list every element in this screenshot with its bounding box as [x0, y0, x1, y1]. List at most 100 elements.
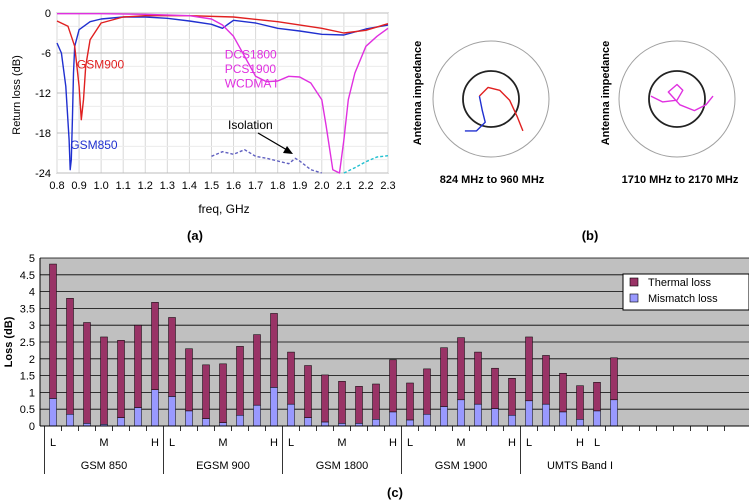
thermal-loss-bar	[49, 263, 57, 399]
return-loss-xlabel: freq, GHz	[198, 202, 249, 216]
position-label: H	[270, 437, 278, 449]
return-loss-xtick: 0.9	[71, 180, 86, 192]
position-label: L	[288, 437, 294, 449]
thermal-loss-bar	[117, 340, 125, 418]
panel-label-a: (a)	[187, 228, 203, 243]
position-label: M	[337, 437, 346, 449]
return-loss-xtick: 2.2	[358, 180, 373, 192]
return-loss-chart: 0.8 0.9 1.0 1.1 1.2 1.3 1.4 1.5 1.6 1.7 1.8 1.9 2.0 2…	[11, 8, 396, 243]
return-loss-xtick: 2.3	[380, 180, 395, 192]
thermal-loss-bar	[219, 363, 227, 423]
loss-ytick: 5	[29, 253, 35, 265]
thermal-loss-bar	[83, 322, 91, 424]
mismatch-loss-bar	[202, 418, 210, 427]
mismatch-loss-bar	[168, 396, 176, 427]
thermal-loss-bar	[542, 355, 550, 405]
band-label: GSM 1800	[316, 460, 369, 472]
position-label: L	[50, 437, 56, 449]
thermal-loss-bar	[151, 302, 159, 390]
legend-mismatch-label: Mismatch loss	[648, 293, 718, 305]
band-label: UMTS Band I	[547, 460, 613, 472]
position-label: L	[526, 437, 532, 449]
return-loss-xtick: 2.0	[314, 180, 329, 192]
band-label: GSM 1900	[435, 460, 488, 472]
return-loss-grid	[56, 12, 389, 174]
vswr-circle	[462, 70, 520, 128]
smith-low-caption: 824 MHz to 960 MHz	[440, 174, 545, 186]
return-loss-xtick: 1.1	[116, 180, 131, 192]
curve-label: GSM850	[70, 138, 118, 152]
band-label: GSM 850	[81, 460, 127, 472]
return-loss-xtick: 1.4	[182, 180, 197, 192]
return-loss-xtick: 1.9	[292, 180, 307, 192]
thermal-loss-bar	[185, 348, 193, 412]
mismatch-loss-bar	[508, 414, 516, 427]
position-label: L	[169, 437, 175, 449]
thermal-loss-bar	[134, 324, 142, 408]
curve-label: PCS1900	[225, 62, 277, 76]
mismatch-loss-bar	[525, 400, 533, 427]
legend-swatch-thermal	[629, 277, 639, 287]
return-loss-series-1	[56, 15, 389, 121]
mismatch-loss-bar	[440, 406, 448, 427]
thermal-loss-bar	[559, 372, 567, 413]
loss-ytick: 3.5	[20, 303, 35, 315]
return-loss-xtick: 1.6	[226, 180, 241, 192]
curve-label: GSM900	[77, 57, 125, 71]
position-label: L	[594, 437, 600, 449]
panel-label-b: (b)	[582, 228, 599, 243]
loss-ylabel: Loss (dB)	[3, 316, 15, 367]
thermal-loss-bar	[66, 298, 74, 415]
smith-high-caption: 1710 MHz to 2170 MHz	[622, 174, 739, 186]
mismatch-loss-bar	[491, 408, 499, 427]
return-loss-ytick: -6	[41, 48, 51, 60]
mismatch-loss-bar	[185, 410, 193, 427]
thermal-loss-bar	[491, 367, 499, 409]
isolation-arrow	[257, 132, 293, 154]
thermal-loss-bar	[423, 368, 431, 415]
curve-label: WCDMA I	[225, 77, 278, 91]
panel-label-c: (c)	[387, 485, 403, 500]
thermal-loss-bar	[304, 365, 312, 418]
loss-ytick: 1	[29, 387, 35, 399]
mismatch-loss-bar	[304, 417, 312, 427]
thermal-loss-bar	[474, 351, 482, 405]
return-loss-xtick: 1.8	[270, 180, 285, 192]
loss-ytick: 3	[29, 320, 35, 332]
mismatch-loss-bar	[287, 403, 295, 427]
return-loss-xtick: 1.2	[138, 180, 153, 192]
loss-ytick: 1.5	[20, 371, 35, 383]
loss-legend: Thermal loss Mismatch loss	[622, 273, 749, 311]
mismatch-loss-bar	[49, 398, 57, 427]
impedance-trace-1	[464, 95, 486, 132]
return-loss-ticks: 0.8 0.9 1.0 1.1 1.2 1.3 1.4 1.5 1.6 1.7 1.8 1.9 2.0 2…	[35, 8, 396, 192]
return-loss-series-0	[56, 16, 389, 171]
thermal-loss-bar	[168, 317, 176, 397]
legend-swatch-mismatch	[629, 293, 639, 303]
return-loss-ylabel: Return loss (dB)	[11, 55, 23, 134]
curve-label: DCS1800	[225, 47, 277, 61]
return-loss-xtick: 2.1	[336, 180, 351, 192]
loss-ytick: 4	[29, 287, 35, 299]
mismatch-loss-bar	[66, 413, 74, 427]
smith-low-ylabel: Antenna impedance	[412, 41, 424, 146]
thermal-loss-bar	[202, 364, 210, 419]
return-loss-xtick: 1.5	[204, 180, 219, 192]
return-loss-series	[56, 13, 389, 174]
return-loss-xtick: 0.8	[49, 180, 64, 192]
mismatch-loss-bar	[542, 403, 550, 427]
position-label: H	[576, 437, 584, 449]
thermal-loss-bar	[100, 336, 108, 425]
thermal-loss-bar	[440, 347, 448, 407]
loss-ytick: 2	[29, 354, 35, 366]
mismatch-loss-bar	[270, 387, 278, 427]
mismatch-loss-bar	[576, 419, 584, 427]
mismatch-loss-bar	[151, 389, 159, 427]
loss-bar-chart: 00.511.522.533.544.55 L M H L M H L M H L M H L H LGSM…	[3, 253, 749, 500]
return-loss-xtick: 1.3	[160, 180, 175, 192]
thermal-loss-bar	[270, 313, 278, 388]
return-loss-ytick: -12	[35, 88, 51, 100]
